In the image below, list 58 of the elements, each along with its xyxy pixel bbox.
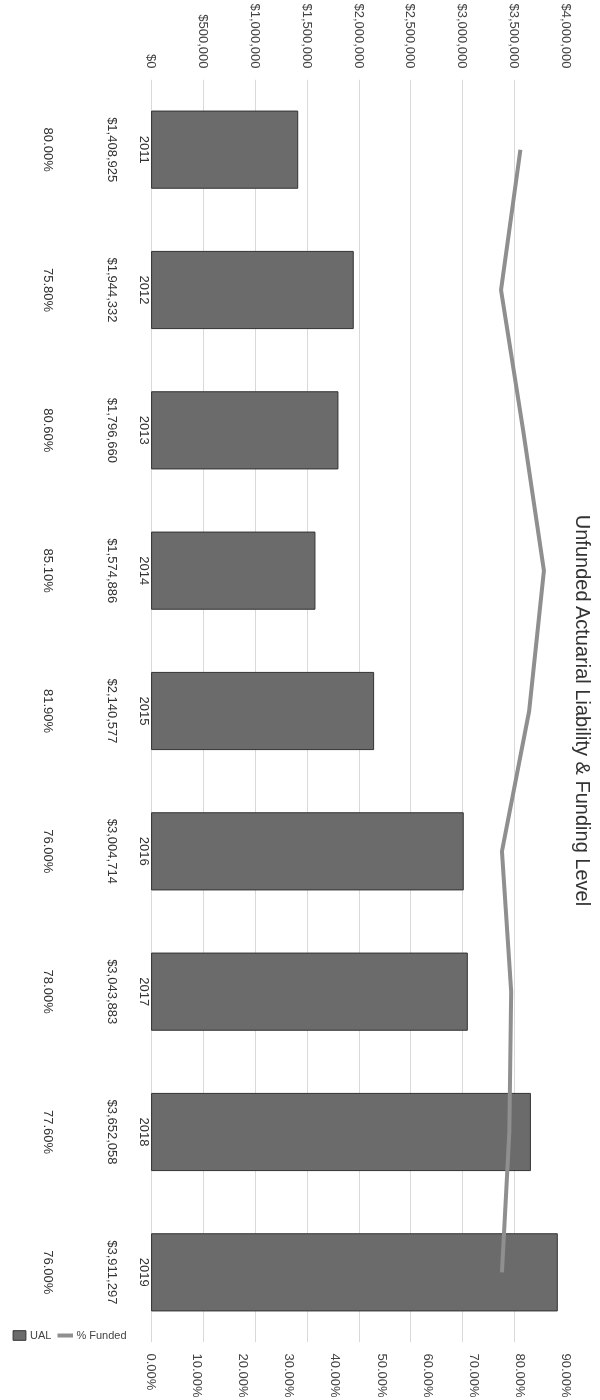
x-tick-label: $0: [144, 54, 160, 69]
bar: [151, 1233, 558, 1312]
data-label: $3,043,883: [104, 959, 120, 1025]
y-tick-label: 2015: [137, 696, 153, 726]
x-tick-label: $4,000,000: [559, 3, 574, 69]
x2-tick-label: 0.00%: [144, 1353, 160, 1391]
x-tick-label: $1,500,000: [299, 3, 315, 69]
bar: [151, 671, 375, 751]
data-label: 80.60%: [41, 408, 57, 453]
x2-tick-label: 30.00%: [282, 1353, 298, 1399]
data-label: 80.00%: [41, 127, 57, 173]
x-tick-label: $1,000,000: [247, 3, 263, 69]
data-label: 78.00%: [41, 969, 57, 1015]
data-label: 85.10%: [41, 548, 57, 594]
x-tick-label: $2,500,000: [403, 3, 419, 69]
x2-tick-label: 60.00%: [420, 1353, 436, 1399]
data-label: $1,408,925: [104, 117, 120, 183]
bar: [151, 110, 299, 189]
y-tick-label: 2012: [137, 275, 153, 305]
bar: [151, 391, 339, 470]
y-tick-label: 2016: [137, 836, 153, 866]
x-tick-label: $3,500,000: [507, 3, 523, 69]
x2-tick-label: 50.00%: [374, 1353, 390, 1399]
data-label: 76.00%: [41, 1250, 57, 1295]
x2-tick-label: 90.00%: [559, 1353, 574, 1399]
y-tick-label: 2011: [137, 135, 153, 164]
y-tick-label: 2018: [137, 1117, 153, 1147]
x-tick-label: $2,000,000: [351, 3, 367, 69]
x2-tick-label: 40.00%: [328, 1353, 344, 1399]
x-tick-label: $3,000,000: [455, 3, 471, 69]
bar: [151, 531, 316, 610]
data-label: 76.00%: [41, 829, 57, 874]
data-label: 81.90%: [41, 688, 57, 734]
data-label: $1,944,332: [104, 257, 120, 323]
data-label: $2,140,577: [104, 678, 120, 744]
bar: [151, 952, 468, 1031]
x2-tick-label: 10.00%: [190, 1353, 206, 1399]
text: Unfunded Actuarial Liability & Funding Level: [571, 514, 594, 907]
data-label: 77.60%: [41, 1109, 57, 1155]
legend-label: % Funded: [76, 1329, 127, 1341]
bar: [151, 250, 354, 330]
bar: [151, 812, 464, 891]
x2-tick-label: 70.00%: [466, 1353, 482, 1399]
data-label: $3,652,058: [104, 1099, 120, 1165]
data-label: $3,004,714: [104, 818, 120, 884]
x2-tick-label: 80.00%: [512, 1353, 528, 1399]
legend-label: UAL: [30, 1329, 52, 1341]
x-tick-label: $500,000: [195, 14, 211, 69]
data-label: $1,574,886: [104, 538, 120, 604]
x2-tick-label: 20.00%: [236, 1353, 252, 1399]
bar: [151, 1092, 531, 1172]
y-tick-label: 2014: [137, 556, 153, 586]
y-tick-label: 2013: [137, 415, 153, 445]
data-label: $3,911,297: [104, 1240, 120, 1305]
y-tick-label: 2019: [137, 1257, 153, 1287]
data-label: 75.80%: [41, 267, 57, 313]
data-label: $1,796,660: [104, 397, 120, 463]
y-tick-label: 2017: [137, 977, 153, 1007]
